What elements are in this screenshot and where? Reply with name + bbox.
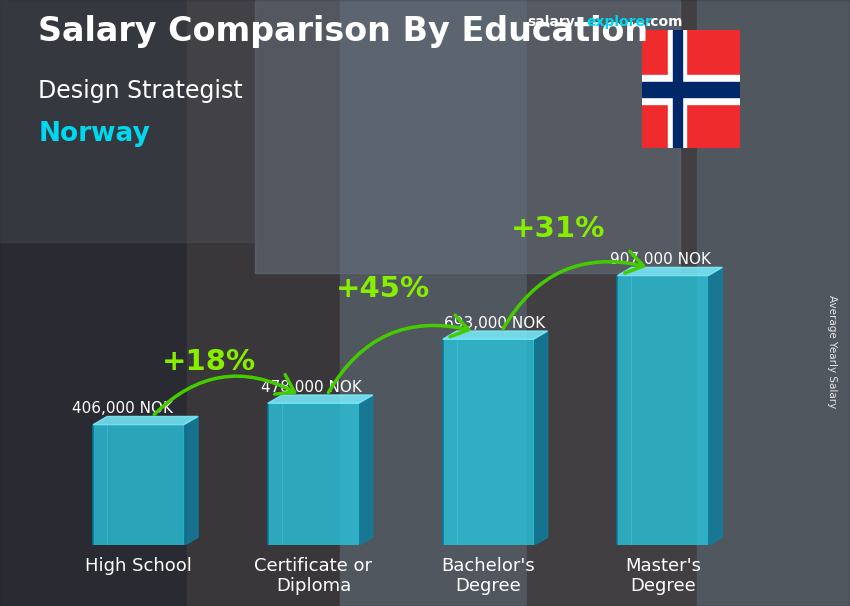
Polygon shape <box>617 267 722 276</box>
Bar <box>0 0 255 242</box>
Polygon shape <box>534 331 547 545</box>
Bar <box>527 0 697 606</box>
Bar <box>94 425 184 545</box>
Bar <box>340 0 527 606</box>
Text: .com: .com <box>646 15 683 29</box>
FancyArrowPatch shape <box>328 315 468 393</box>
Text: salary: salary <box>527 15 575 29</box>
Bar <box>668 30 686 148</box>
Bar <box>443 339 534 545</box>
Bar <box>187 0 340 606</box>
Text: Salary Comparison By Education: Salary Comparison By Education <box>38 15 649 48</box>
Text: 907,000 NOK: 907,000 NOK <box>610 252 711 267</box>
Bar <box>255 0 680 273</box>
Text: Norway: Norway <box>38 121 150 147</box>
Bar <box>642 75 740 104</box>
Bar <box>673 30 682 148</box>
Bar <box>642 82 740 97</box>
Polygon shape <box>184 416 198 545</box>
Bar <box>617 276 708 545</box>
Polygon shape <box>359 395 373 545</box>
Bar <box>0 0 187 606</box>
Text: 693,000 NOK: 693,000 NOK <box>445 316 546 331</box>
Bar <box>697 0 850 606</box>
Polygon shape <box>94 416 198 425</box>
Text: Design Strategist: Design Strategist <box>38 79 243 103</box>
FancyArrowPatch shape <box>503 251 643 328</box>
Polygon shape <box>268 395 373 403</box>
Text: Average Yearly Salary: Average Yearly Salary <box>827 295 837 408</box>
Text: +45%: +45% <box>337 275 430 303</box>
FancyArrowPatch shape <box>154 375 295 415</box>
Text: +31%: +31% <box>511 215 605 243</box>
Polygon shape <box>708 267 722 545</box>
Text: +18%: +18% <box>162 348 256 376</box>
Text: explorer: explorer <box>586 15 653 29</box>
Text: 406,000 NOK: 406,000 NOK <box>72 401 173 416</box>
Bar <box>268 403 359 545</box>
Text: 478,000 NOK: 478,000 NOK <box>261 380 362 395</box>
Polygon shape <box>443 331 547 339</box>
